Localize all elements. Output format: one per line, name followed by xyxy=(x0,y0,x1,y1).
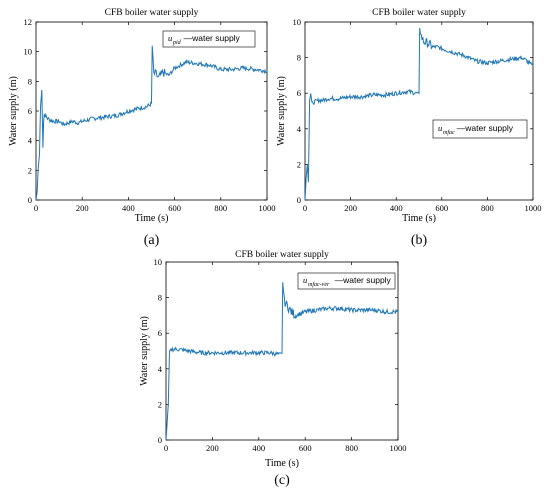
legend: u pid —water supply xyxy=(162,30,256,48)
panel-label: (c) xyxy=(274,473,290,488)
legend-text: —water supply xyxy=(457,123,514,133)
x-tick-label: 800 xyxy=(214,203,227,213)
y-tick-label: 12 xyxy=(24,17,33,27)
y-tick-label: 10 xyxy=(24,47,33,57)
y-tick-label: 2 xyxy=(158,399,162,409)
x-tick-label: 400 xyxy=(122,203,135,213)
y-tick-label: 0 xyxy=(297,195,301,205)
y-tick-label: 6 xyxy=(158,328,162,338)
y-tick-label: 0 xyxy=(28,195,32,205)
y-axis-label: Water supply (m) xyxy=(139,316,150,386)
x-tick-label: 1000 xyxy=(259,203,276,213)
y-tick-label: 8 xyxy=(297,53,301,63)
x-tick-label: 1000 xyxy=(390,443,407,453)
legend-box xyxy=(297,272,396,290)
x-axis-label: Time (s) xyxy=(402,213,436,224)
x-axis-label: Time (s) xyxy=(135,213,169,224)
y-tick-label: 6 xyxy=(28,106,32,116)
series-line xyxy=(304,27,534,201)
panel-label: (b) xyxy=(411,233,428,248)
legend-text: —water supply xyxy=(184,33,241,43)
x-tick-label: 200 xyxy=(76,203,89,213)
legend-symbol: u xyxy=(438,123,442,133)
chart-panel-2: CFB boiler water supply 0 200 400 600 800 1000… xyxy=(276,8,542,248)
y-axis-label: Water supply (m) xyxy=(8,76,19,146)
y-tick-label: 2 xyxy=(28,165,32,175)
legend: u mfac-ver —water supply xyxy=(297,272,396,290)
series-line xyxy=(35,45,268,201)
series-line xyxy=(165,282,399,441)
y-tick-label: 4 xyxy=(158,364,163,374)
x-tick-label: 0 xyxy=(34,203,38,213)
x-tick-label: 800 xyxy=(345,443,358,453)
y-tick-label: 10 xyxy=(293,17,302,27)
plot-frame xyxy=(35,21,268,201)
x-tick-label: 1000 xyxy=(525,203,542,213)
chart-panel-3: CFB boiler water supply 0 200 400 600 800 1000… xyxy=(139,250,407,488)
legend-symbol: u xyxy=(303,275,307,285)
legend-box xyxy=(432,119,528,139)
legend-subscript: pid xyxy=(172,40,182,46)
legend-subscript: mfac xyxy=(443,129,455,136)
legend-box xyxy=(162,30,256,48)
chart-title: CFB boiler water supply xyxy=(235,250,329,260)
y-tick-label: 6 xyxy=(297,88,301,98)
y-tick-label: 0 xyxy=(158,435,162,445)
x-tick-label: 600 xyxy=(435,203,448,213)
y-tick-label: 4 xyxy=(297,124,302,134)
x-tick-label: 200 xyxy=(344,203,357,213)
legend-symbol: u xyxy=(168,33,172,43)
y-tick-label: 8 xyxy=(158,293,162,303)
chart-panel-1: CFB boiler water supply 0 200 400 600 800 1000… xyxy=(8,8,276,248)
panel-label: (a) xyxy=(144,233,160,248)
x-axis-label: Time (s) xyxy=(265,458,299,469)
chart-title: CFB boiler water supply xyxy=(105,8,199,18)
y-tick-label: 10 xyxy=(154,257,163,267)
legend-subscript: mfac-ver xyxy=(308,281,330,288)
x-tick-label: 0 xyxy=(303,203,307,213)
y-axis-label: Water supply (m) xyxy=(276,76,287,146)
y-tick-label: 4 xyxy=(28,136,33,146)
legend-text: —water supply xyxy=(335,275,392,285)
x-tick-label: 200 xyxy=(206,443,219,453)
x-tick-label: 0 xyxy=(164,443,168,453)
y-tick-label: 2 xyxy=(297,159,301,169)
x-tick-label: 400 xyxy=(252,443,265,453)
x-tick-label: 400 xyxy=(390,203,403,213)
legend: u mfac —water supply xyxy=(432,119,528,139)
y-tick-label: 8 xyxy=(28,76,32,86)
x-tick-label: 800 xyxy=(481,203,494,213)
chart-title: CFB boiler water supply xyxy=(372,8,466,18)
x-tick-label: 600 xyxy=(168,203,181,213)
x-tick-label: 600 xyxy=(299,443,312,453)
